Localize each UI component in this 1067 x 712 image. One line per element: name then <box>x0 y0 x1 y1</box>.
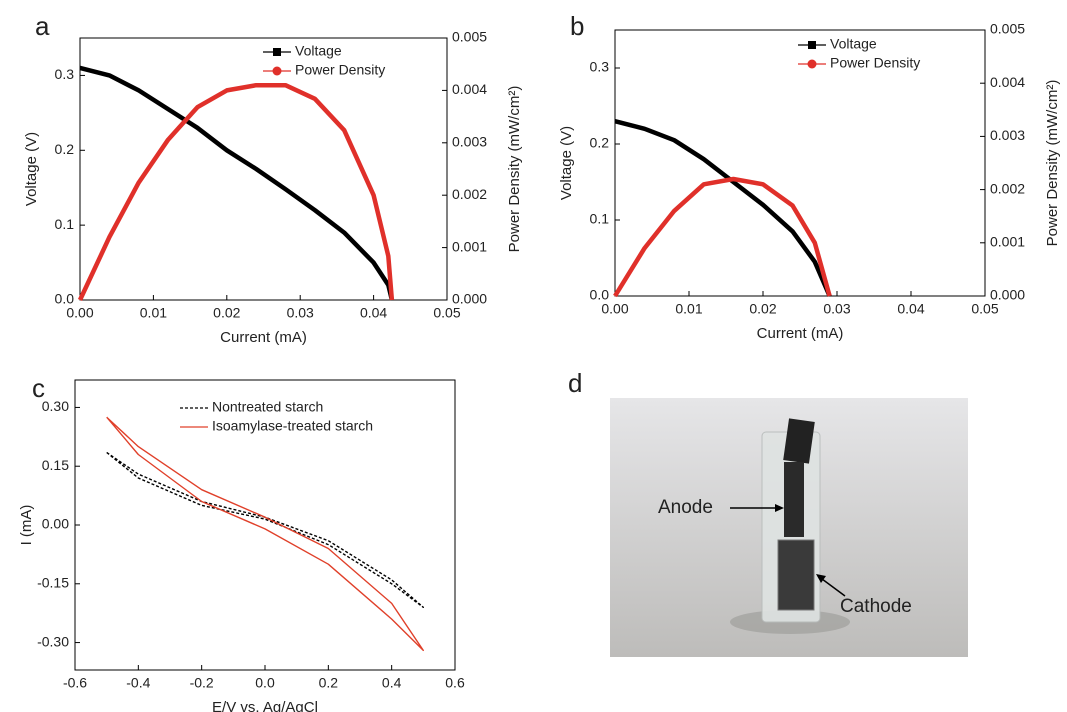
legend-label: Nontreated starch <box>212 399 323 415</box>
legend-label: Voltage <box>295 43 342 59</box>
x-tick-label: 0.00 <box>66 305 93 321</box>
anode <box>784 462 804 537</box>
y-tick-label: 0.1 <box>590 211 610 227</box>
y2-tick-label: 0.002 <box>990 180 1025 196</box>
y2-tick-label: 0.004 <box>990 74 1025 90</box>
series-line <box>106 451 424 608</box>
y-tick-label: 0.3 <box>590 59 610 75</box>
x-tick-label: 0.2 <box>319 675 339 691</box>
plot-frame <box>614 29 986 297</box>
y-tick-label: 0.30 <box>42 398 69 414</box>
y-tick-label: -0.15 <box>37 574 69 590</box>
series-line <box>614 119 832 297</box>
panel-label: b <box>570 11 584 41</box>
x-tick-label: -0.4 <box>126 675 150 691</box>
x-tick-label: 0.04 <box>360 305 387 321</box>
x-tick-label: 0.05 <box>971 301 998 317</box>
x-tick-label: 0.03 <box>287 305 314 321</box>
x-tick-label: 0.01 <box>675 301 702 317</box>
legend-marker <box>808 41 816 49</box>
x-tick-label: 0.02 <box>213 305 240 321</box>
y-tick-label: 0.2 <box>55 141 75 157</box>
y-tick-label: 0.15 <box>42 457 69 473</box>
x-tick-label: 0.0 <box>255 675 275 691</box>
y2-tick-label: 0.002 <box>452 186 487 202</box>
y2-tick-label: 0.001 <box>452 238 487 254</box>
cathode <box>777 539 815 611</box>
legend-marker <box>272 66 282 76</box>
y2-tick-label: 0.003 <box>990 127 1025 143</box>
chart: 0.00 0.01 0.02 0.03 0.04 0.05 0.0 0.1 0.2 0.3 0.00… <box>558 11 1061 342</box>
series-line <box>613 176 832 298</box>
x-tick-label: 0.01 <box>140 305 167 321</box>
y2-tick-label: 0.004 <box>452 81 487 97</box>
x-axis-label: Current (mA) <box>757 325 844 342</box>
legend-label: Power Density <box>295 62 385 78</box>
photo-label: Anode <box>658 497 713 518</box>
panel-label: d <box>568 368 582 398</box>
chart: -0.6 -0.4 -0.2 0.0 0.2 0.4 0.6 -0.30 -0.15 0.00 0.… <box>18 373 465 712</box>
x-tick-label: -0.6 <box>63 675 87 691</box>
x-tick-label: 0.05 <box>433 305 460 321</box>
y-axis-label: Voltage (V) <box>558 126 575 200</box>
x-tick-label: -0.2 <box>190 675 214 691</box>
x-tick-label: 0.4 <box>382 675 402 691</box>
panel-label: a <box>35 11 50 41</box>
y-tick-label: 0.1 <box>55 216 75 232</box>
x-tick-label: 0.02 <box>749 301 776 317</box>
x-tick-label: 0.00 <box>601 301 628 317</box>
plot-frame <box>79 37 448 301</box>
arrow-head <box>775 504 784 512</box>
anode-tab <box>783 418 815 464</box>
y2-tick-label: 0.005 <box>452 29 487 45</box>
photo-label: Cathode <box>840 596 912 617</box>
series-line <box>79 65 395 301</box>
y-tick-label: -0.30 <box>37 633 69 649</box>
x-tick-label: 0.6 <box>445 675 465 691</box>
x-tick-label: 0.03 <box>823 301 850 317</box>
y-tick-label: 0.00 <box>42 516 69 532</box>
x-axis-label: E/V vs. Ag/AgCl <box>212 699 318 712</box>
legend-marker <box>807 59 817 69</box>
x-axis-label: Current (mA) <box>220 329 307 346</box>
y-tick-label: 0.3 <box>55 66 75 82</box>
y2-tick-label: 0.005 <box>990 21 1025 37</box>
y-axis-label: I (mA) <box>18 505 35 546</box>
y2-tick-label: 0.003 <box>452 134 487 150</box>
photo: Anode Cathode d <box>568 368 968 657</box>
y-tick-label: 0.0 <box>590 287 610 303</box>
y-axis-label: Voltage (V) <box>23 132 40 206</box>
y2-axis-label: Power Density (mW/cm²) <box>1044 80 1061 247</box>
panel-label: c <box>32 373 45 403</box>
y2-tick-label: 0.001 <box>990 234 1025 250</box>
y-tick-label: 0.2 <box>590 135 610 151</box>
legend-marker <box>273 48 281 56</box>
series-line <box>106 416 424 652</box>
arrow-head <box>816 574 826 583</box>
y2-tick-label: 0.000 <box>990 287 1025 303</box>
y2-tick-label: 0.000 <box>452 291 487 307</box>
legend-label: Power Density <box>830 55 920 71</box>
legend-label: Isoamylase-treated starch <box>212 418 373 434</box>
legend-label: Voltage <box>830 36 877 52</box>
x-tick-label: 0.04 <box>897 301 924 317</box>
chart: 0.00 0.01 0.02 0.03 0.04 0.05 0.0 0.1 0.2 0.3 0.00… <box>23 11 523 346</box>
series-line <box>77 82 395 301</box>
y-tick-label: 0.0 <box>55 291 75 307</box>
y2-axis-label: Power Density (mW/cm²) <box>506 86 523 253</box>
